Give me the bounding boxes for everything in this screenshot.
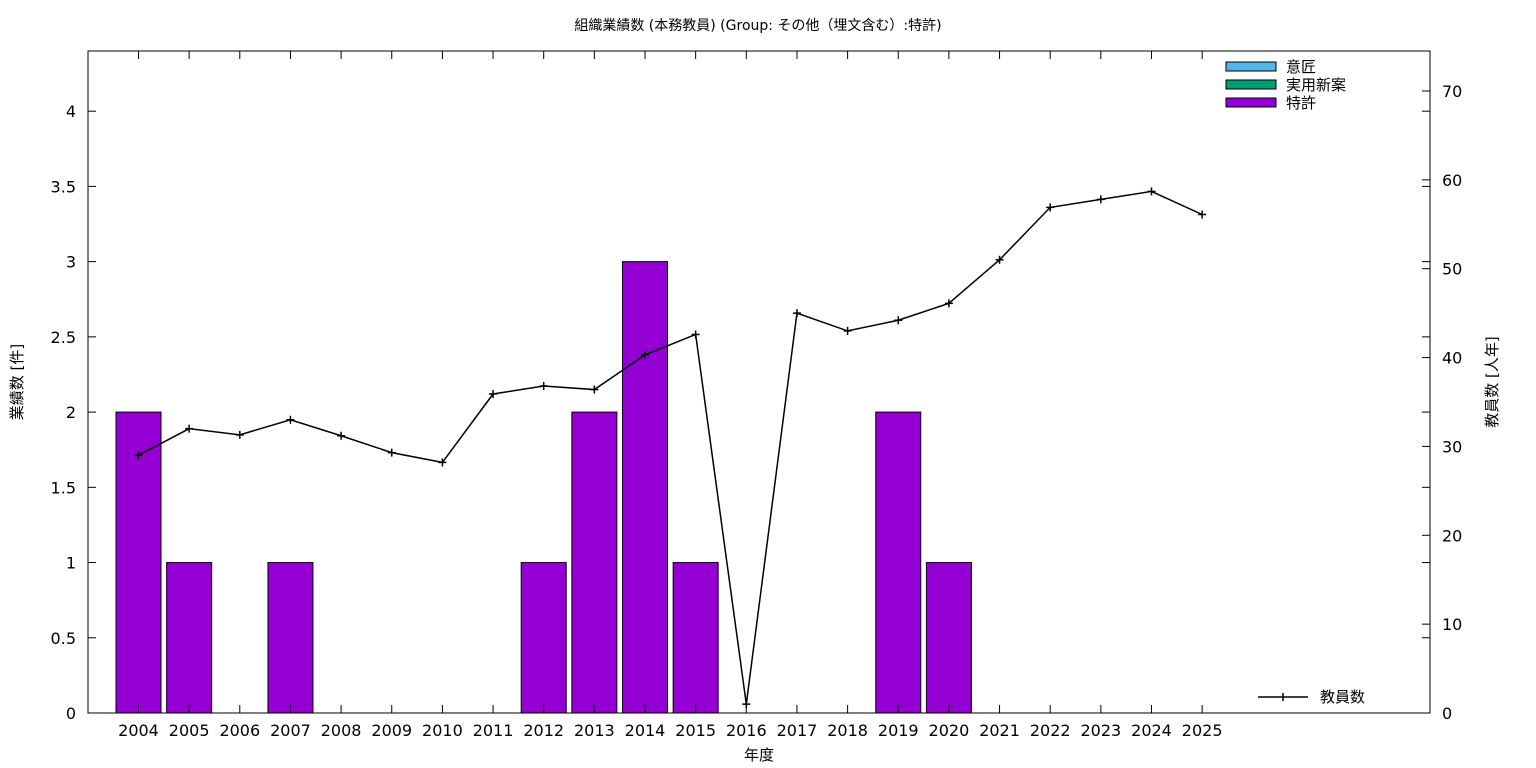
y2-tick-label: 0 bbox=[1442, 704, 1452, 723]
legend-label: 特許 bbox=[1286, 94, 1316, 112]
teacher-count-point bbox=[286, 415, 295, 424]
bar-特許-2015 bbox=[672, 562, 719, 714]
legend-label: 教員数 bbox=[1320, 688, 1365, 706]
y-axis-label: 業績数 [件] bbox=[8, 344, 26, 420]
teacher-count-point bbox=[387, 448, 396, 457]
bar-特許-2014 bbox=[622, 261, 668, 714]
teacher-count-line bbox=[138, 190, 1203, 705]
y2-axis-label: 教員数 [人年] bbox=[1483, 336, 1501, 427]
teacher-count-point bbox=[438, 458, 447, 467]
x-tick-label: 2018 bbox=[827, 721, 868, 740]
y2-tick-label: 30 bbox=[1442, 437, 1462, 456]
x-tick-label: 2015 bbox=[675, 721, 716, 740]
teacher-count-point bbox=[1198, 210, 1207, 219]
y2-tick-label: 40 bbox=[1442, 349, 1462, 368]
y2-tick-label: 10 bbox=[1442, 615, 1462, 634]
teacher-count-point bbox=[894, 316, 903, 325]
x-tick-label: 2006 bbox=[219, 721, 260, 740]
teacher-count-point bbox=[641, 350, 649, 359]
teacher-count-point bbox=[843, 326, 852, 335]
legend-swatch-実用新案 bbox=[1225, 79, 1277, 90]
bar-特許-2020 bbox=[925, 562, 972, 714]
y2-axis-ticks: 0 10 20 30 40 50 60 70 bbox=[1422, 82, 1462, 723]
y-axis-ticks: 0 0.5 1 1.5 2 2.5 3 3.5 4 bbox=[51, 102, 1430, 723]
legend-swatch-意匠 bbox=[1225, 61, 1277, 72]
bar-特許-2019 bbox=[875, 411, 922, 714]
y-tick-label: 3 bbox=[66, 253, 76, 272]
x-tick-label: 2019 bbox=[878, 721, 919, 740]
y-tick-label: 2.5 bbox=[51, 328, 76, 347]
teacher-count-point bbox=[1046, 203, 1055, 212]
y2-tick-label: 20 bbox=[1442, 526, 1462, 545]
y-tick-label: 0.5 bbox=[51, 629, 76, 648]
x-tick-label: 2005 bbox=[169, 721, 210, 740]
x-tick-label: 2007 bbox=[270, 721, 311, 740]
x-tick-label: 2008 bbox=[321, 721, 362, 740]
teacher-count-point bbox=[590, 385, 599, 394]
x-tick-label: 2017 bbox=[777, 721, 818, 740]
y2-tick-label: 70 bbox=[1442, 82, 1462, 101]
x-tick-label: 2016 bbox=[726, 721, 767, 740]
x-tick-label: 2009 bbox=[371, 721, 412, 740]
x-axis-ticks: 2004 2005 2006 2007 2008 2009 2010 2011 2012 2013… bbox=[118, 51, 1223, 740]
y-tick-label: 1.5 bbox=[51, 478, 76, 497]
bar-特許-2012 bbox=[520, 562, 567, 714]
x-tick-label: 2011 bbox=[473, 721, 514, 740]
x-tick-label: 2013 bbox=[574, 721, 615, 740]
teacher-count-point bbox=[1096, 195, 1105, 204]
legend-label: 意匠 bbox=[1286, 58, 1316, 76]
x-tick-label: 2020 bbox=[929, 721, 970, 740]
x-tick-label: 2022 bbox=[1030, 721, 1071, 740]
teacher-count-point bbox=[944, 299, 953, 308]
x-tick-label: 2014 bbox=[625, 721, 666, 740]
y-tick-label: 3.5 bbox=[51, 177, 76, 196]
teacher-count-point bbox=[337, 431, 346, 440]
teacher-count-point bbox=[539, 381, 548, 390]
y-tick-label: 0 bbox=[66, 704, 76, 723]
x-tick-label: 2012 bbox=[523, 721, 564, 740]
teacher-count-point bbox=[995, 255, 1004, 264]
bar-特許-2007 bbox=[267, 562, 314, 714]
plot-frame bbox=[87, 50, 1431, 714]
x-tick-label: 2021 bbox=[979, 721, 1020, 740]
bar-特許-2013 bbox=[571, 411, 618, 714]
teacher-count-point bbox=[489, 389, 498, 398]
x-tick-label: 2025 bbox=[1182, 721, 1223, 740]
line-legend: 教員数 bbox=[1258, 688, 1365, 706]
x-axis-label: 年度 bbox=[744, 746, 774, 764]
teacher-count-point bbox=[691, 330, 700, 339]
y2-tick-label: 50 bbox=[1442, 260, 1462, 279]
y-tick-label: 1 bbox=[66, 554, 76, 573]
legend-swatch-特許 bbox=[1225, 97, 1277, 108]
y-tick-label: 2 bbox=[66, 403, 76, 422]
x-tick-label: 2010 bbox=[422, 721, 463, 740]
teacher-count-point bbox=[235, 430, 244, 439]
teacher-count-point bbox=[1147, 187, 1156, 196]
teacher-count-point bbox=[185, 424, 194, 433]
chart-title: 組織業績数 (本務教員) (Group: その他（埋文含む）:特許) bbox=[574, 18, 941, 34]
y-tick-label: 4 bbox=[66, 102, 76, 121]
x-tick-label: 2004 bbox=[118, 721, 159, 740]
x-tick-label: 2023 bbox=[1080, 721, 1121, 740]
y2-tick-label: 60 bbox=[1442, 171, 1462, 190]
legend-label: 実用新案 bbox=[1286, 76, 1346, 94]
bar-特許-2005 bbox=[166, 562, 213, 714]
teacher-count-line-layer bbox=[134, 187, 1207, 709]
teacher-count-point bbox=[792, 309, 801, 318]
x-tick-label: 2024 bbox=[1131, 721, 1172, 740]
teacher-count-point bbox=[134, 451, 143, 460]
